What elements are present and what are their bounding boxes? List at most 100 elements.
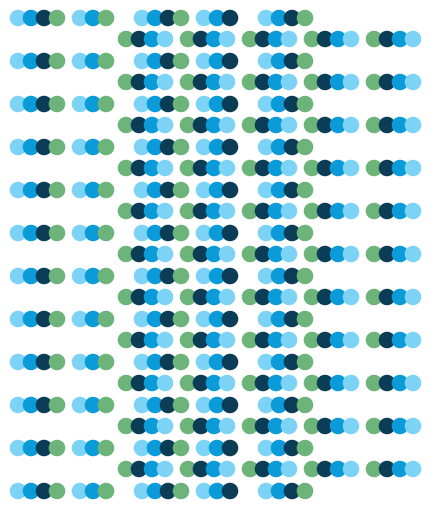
navy-dot [221,95,239,113]
dot-cluster [9,310,66,328]
light-blue-dot [342,73,360,91]
navy-dot [254,245,272,263]
dot-cluster [257,482,314,500]
mid-blue-dot [267,331,285,349]
mid-blue-dot [84,482,102,500]
mid-blue-dot [208,482,226,500]
dot-cluster [241,159,298,177]
dot-row-b-6 [117,288,422,306]
mid-blue-dot [391,202,409,220]
mid-blue-dot [143,417,161,435]
green-dot [117,331,135,349]
mid-blue-dot [205,30,223,48]
dot-cluster [241,460,298,478]
mid-blue-dot [267,245,285,263]
dot-cluster [117,288,174,306]
light-blue-dot [195,224,213,242]
mid-blue-dot [267,73,285,91]
mid-blue-dot [84,439,102,457]
dot-cluster [71,353,115,371]
light-blue-dot [342,116,360,134]
navy-dot [221,310,239,328]
navy-dot [35,138,53,156]
mid-blue-dot [391,159,409,177]
navy-dot [159,138,177,156]
green-dot [179,460,197,478]
dot-cluster [133,482,190,500]
mid-blue-dot [146,9,164,27]
light-blue-dot [156,331,174,349]
green-dot [241,331,259,349]
dot-cluster [133,181,190,199]
light-blue-dot [257,52,275,70]
light-blue-dot [133,52,151,70]
mid-blue-dot [267,159,285,177]
navy-dot [283,267,301,285]
navy-dot [316,73,334,91]
mid-blue-dot [143,288,161,306]
dot-cluster [71,52,115,70]
light-blue-dot [404,245,422,263]
light-blue-dot [280,374,298,392]
dot-cluster [241,331,298,349]
light-blue-dot [342,460,360,478]
light-blue-dot [156,30,174,48]
mid-blue-dot [146,267,164,285]
navy-dot [35,482,53,500]
dot-cluster [117,116,174,134]
dot-cluster [9,396,66,414]
navy-dot [316,331,334,349]
green-dot [179,288,197,306]
navy-dot [221,267,239,285]
green-dot [172,181,190,199]
mid-blue-dot [391,245,409,263]
light-blue-dot [195,95,213,113]
green-dot [48,224,66,242]
green-dot [179,202,197,220]
green-dot [241,73,259,91]
green-dot [296,396,314,414]
dot-cluster [133,439,190,457]
dot-cluster [257,181,314,199]
green-dot [179,73,197,91]
navy-dot [159,439,177,457]
mid-blue-dot [329,374,347,392]
dot-cluster [241,374,298,392]
navy-dot [221,52,239,70]
green-dot [172,482,190,500]
light-blue-dot [133,267,151,285]
green-dot [172,138,190,156]
green-dot [365,116,383,134]
dot-cluster [303,374,360,392]
dot-cluster [241,245,298,263]
light-blue-dot [218,159,236,177]
dot-row-a-3 [9,138,314,156]
dot-cluster [241,73,298,91]
navy-dot [283,9,301,27]
green-dot [241,202,259,220]
dot-cluster [257,95,314,113]
navy-dot [221,439,239,457]
light-blue-dot [257,310,275,328]
dot-cluster [365,202,422,220]
dot-cluster [365,30,422,48]
light-blue-dot [195,439,213,457]
dot-row-a-7 [9,310,314,328]
mid-blue-dot [146,95,164,113]
mid-blue-dot [270,181,288,199]
dot-cluster [365,73,422,91]
light-blue-dot [195,310,213,328]
navy-dot [283,181,301,199]
navy-dot [130,460,148,478]
light-blue-dot [9,52,27,70]
dot-cluster [303,159,360,177]
dot-cluster [133,95,190,113]
dot-cluster [241,30,298,48]
mid-blue-dot [270,439,288,457]
light-blue-dot [195,396,213,414]
navy-dot [35,310,53,328]
mid-blue-dot [267,288,285,306]
dot-cluster [179,159,236,177]
mid-blue-dot [205,245,223,263]
navy-dot [254,288,272,306]
